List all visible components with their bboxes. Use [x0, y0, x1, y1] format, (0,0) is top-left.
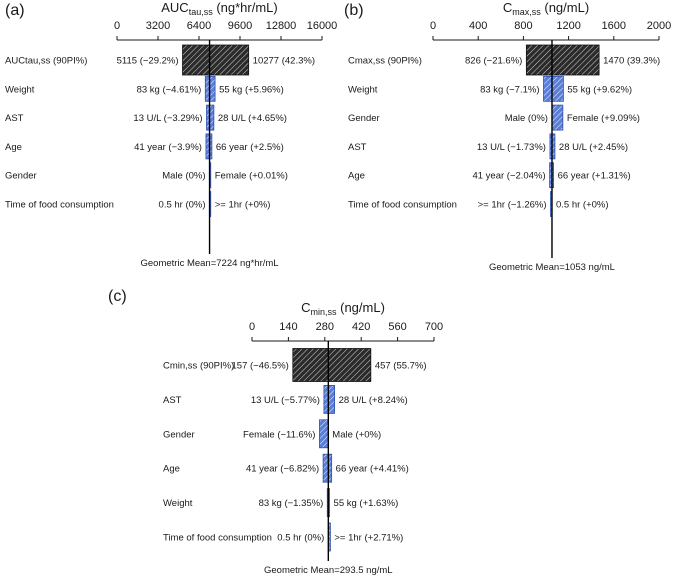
bar-low-label: >= 1hr (−1.26%)	[478, 200, 547, 211]
panel-title: AUCtau,ss (ng*hr/mL)	[161, 0, 278, 17]
bar-high-label: 55 kg (+5.96%)	[219, 84, 284, 95]
row-label: Gender	[348, 113, 380, 124]
x-tick-label: 0	[249, 321, 255, 333]
panel-b: (b) Cmax,ss (ng/mL) 0 400 800 1200 1600 2000 Cma…	[344, 0, 671, 273]
bar-high-label: 457 (55.7%)	[375, 361, 427, 372]
geometric-mean-label: Geometric Mean=293.5 ng/mL	[264, 565, 393, 576]
panel-title: Cmin,ss (ng/mL)	[301, 300, 385, 317]
bar-low-label: 0.5 hr (0%)	[277, 533, 324, 544]
panel-c: (c) Cmin,ss (ng/mL) 0 140 280 420 560 700 Cmin,s…	[108, 288, 443, 576]
x-tick-label: 140	[279, 321, 297, 333]
row-label: Weight	[348, 84, 378, 95]
x-tick-label: 700	[425, 321, 443, 333]
bar-high-label: 55 kg (+1.63%)	[334, 498, 399, 509]
bar-low-label: 83 kg (−7.1%)	[480, 84, 539, 95]
panel-label: (a)	[5, 2, 25, 19]
sensitivity-bar	[322, 453, 333, 483]
bar-low-label: 157 (−46.5%)	[232, 361, 289, 372]
row-label: AST	[163, 395, 182, 406]
bar-high-label: 66 year (+1.31%)	[558, 171, 631, 182]
bar-low-label: 41 year (−6.82%)	[246, 464, 319, 475]
row-label: Weight	[5, 84, 35, 95]
bar-high-label: Female (+9.09%)	[567, 113, 640, 124]
row-label: AST	[5, 113, 24, 124]
prediction-interval-bar	[182, 44, 250, 76]
x-tick-label: 6400	[187, 20, 211, 32]
row-label: Time of food consumption	[5, 200, 114, 211]
row-label: Gender	[5, 171, 37, 182]
bar-high-label: 66 year (+4.41%)	[336, 464, 409, 475]
bar-high-label: 1470 (39.3%)	[603, 56, 660, 67]
bar-high-label: Female (+0.01%)	[215, 171, 288, 182]
bar-high-label: 28 U/L (+2.45%)	[559, 142, 628, 153]
row-label: Time of food consumption	[163, 533, 272, 544]
bar-high-label: >= 1hr (+2.71%)	[334, 533, 403, 544]
row-label: Weight	[163, 498, 193, 509]
geometric-mean-label: Geometric Mean=1053 ng/mL	[489, 262, 615, 273]
bar-high-label: 66 year (+2.5%)	[216, 142, 284, 153]
row-label: Age	[163, 464, 180, 475]
bar-low-label: 41 year (−2.04%)	[472, 171, 545, 182]
geometric-mean-label: Geometric Mean=7224 ng*hr/mL	[141, 258, 279, 269]
bar-low-label: 41 year (−3.9%)	[134, 142, 202, 153]
prediction-interval-bar	[525, 44, 600, 76]
bar-low-label: 13 U/L (−1.73%)	[477, 142, 546, 153]
bar-low-label: 83 kg (−4.61%)	[137, 84, 202, 95]
x-tick-label: 400	[469, 20, 487, 32]
bar-high-label: 28 U/L (+8.24%)	[339, 395, 408, 406]
bar-low-label: 13 U/L (−5.77%)	[251, 395, 320, 406]
row-label: AUCtau,ss (90PI%)	[5, 56, 87, 67]
x-tick-label: 420	[352, 321, 370, 333]
x-tick-label: 16000	[307, 20, 338, 32]
bar-low-label: 13 U/L (−3.29%)	[133, 113, 202, 124]
bar-low-label: Male (0%)	[505, 113, 548, 124]
bar-low-label: Male (0%)	[162, 171, 205, 182]
sensitivity-bar	[323, 384, 336, 414]
x-tick-label: 12800	[266, 20, 297, 32]
sensitivity-bar	[543, 75, 564, 102]
row-label: Time of food consumption	[348, 200, 457, 211]
prediction-interval-bar	[292, 348, 372, 382]
x-tick-label: 0	[114, 20, 120, 32]
row-label: Age	[5, 142, 22, 153]
x-tick-label: 2000	[647, 20, 671, 32]
bar-low-label: 0.5 hr (0%)	[159, 200, 206, 211]
panel-label: (b)	[344, 2, 364, 19]
bar-low-label: 83 kg (−1.35%)	[259, 498, 324, 509]
bar-high-label: 55 kg (+9.62%)	[567, 84, 632, 95]
row-label: Cmin,ss (90PI%)	[163, 361, 234, 372]
sensitivity-bar	[551, 104, 564, 131]
row-label: AST	[348, 142, 367, 153]
x-tick-label: 800	[514, 20, 532, 32]
bar-low-label: 5115 (−29.2%)	[117, 56, 179, 67]
x-tick-label: 9600	[228, 20, 252, 32]
panel-label: (c)	[108, 288, 127, 305]
panel-title: Cmax,ss (ng/mL)	[503, 0, 589, 17]
bar-high-label: >= 1hr (+0%)	[215, 200, 271, 211]
x-tick-label: 1600	[602, 20, 626, 32]
x-tick-label: 280	[316, 321, 334, 333]
row-label: Cmax,ss (90PI%)	[348, 56, 422, 67]
panel-a: (a) AUCtau,ss (ng*hr/mL) 0 3200 6400 9600 1280…	[5, 0, 337, 269]
row-label: Age	[348, 171, 365, 182]
bar-high-label: 10277 (42.3%)	[253, 56, 315, 67]
bar-low-label: Female (−11.6%)	[243, 429, 315, 440]
row-label: Gender	[163, 429, 195, 440]
x-tick-label: 3200	[146, 20, 170, 32]
sensitivity-bar	[319, 419, 329, 449]
bar-high-label: 0.5 hr (+0%)	[556, 200, 609, 211]
bar-low-label: 826 (−21.6%)	[465, 56, 522, 67]
bar-high-label: Male (+0%)	[332, 429, 381, 440]
x-tick-label: 560	[388, 321, 406, 333]
bar-high-label: 28 U/L (+4.65%)	[218, 113, 287, 124]
x-tick-label: 1200	[556, 20, 580, 32]
x-tick-label: 0	[430, 20, 436, 32]
